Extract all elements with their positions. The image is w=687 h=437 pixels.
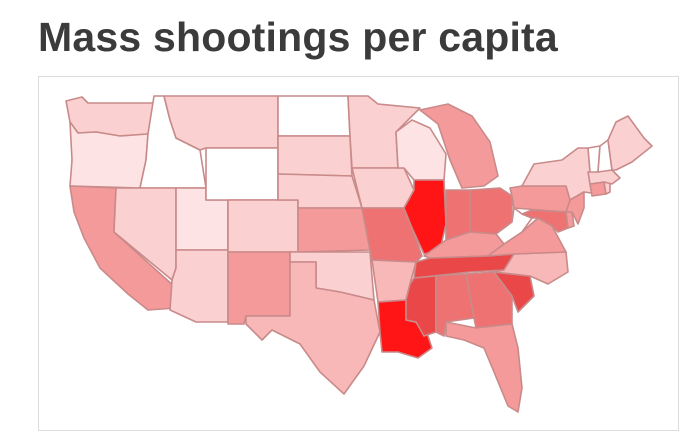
state-north-dakota[interactable]	[277, 95, 351, 137]
state-iowa[interactable]	[351, 167, 415, 209]
state-colorado[interactable]	[227, 199, 299, 253]
state-pennsylvania[interactable]	[509, 185, 571, 213]
state-arizona[interactable]	[169, 249, 229, 323]
state-kansas[interactable]	[297, 207, 371, 253]
state-illinois[interactable]	[403, 179, 447, 255]
state-florida[interactable]	[445, 321, 523, 413]
state-new-jersey[interactable]	[565, 191, 585, 225]
state-south-dakota[interactable]	[277, 135, 353, 177]
state-michigan[interactable]	[419, 103, 499, 189]
state-new-mexico[interactable]	[227, 251, 291, 325]
page-title: Mass shootings per capita	[38, 14, 558, 60]
state-washington[interactable]	[65, 96, 155, 137]
state-texas[interactable]	[245, 261, 381, 395]
state-wyoming[interactable]	[205, 147, 279, 201]
state-maine[interactable]	[607, 115, 653, 171]
state-maryland[interactable]	[521, 209, 569, 233]
